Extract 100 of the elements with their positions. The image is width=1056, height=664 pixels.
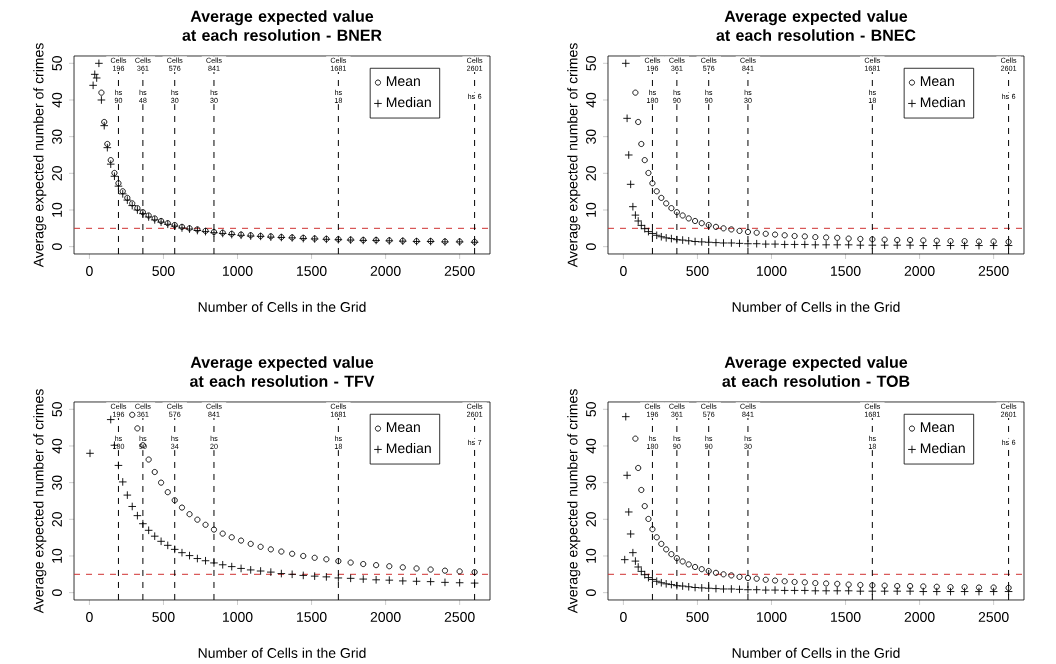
point [770, 585, 780, 595]
point [834, 234, 841, 241]
point [134, 425, 141, 432]
point [678, 581, 687, 591]
point [170, 545, 179, 554]
point [310, 571, 319, 581]
point [658, 540, 665, 547]
point [905, 586, 915, 596]
point [845, 235, 852, 242]
point [631, 556, 640, 566]
point [371, 575, 381, 585]
point [845, 581, 852, 588]
point [869, 236, 876, 243]
point [833, 586, 842, 596]
point [111, 169, 118, 176]
point [856, 240, 865, 250]
point [762, 576, 769, 583]
point [868, 586, 877, 596]
point [753, 575, 760, 582]
point [811, 586, 820, 596]
point [752, 239, 761, 248]
point [238, 537, 245, 544]
point [246, 565, 255, 575]
point [894, 582, 901, 590]
point [278, 548, 285, 555]
point [657, 232, 666, 241]
point [98, 89, 105, 96]
point [780, 240, 789, 249]
point [727, 584, 736, 594]
point [322, 572, 331, 582]
point [727, 238, 736, 248]
point [857, 235, 864, 242]
point [649, 526, 656, 533]
point [811, 240, 820, 250]
point [728, 572, 735, 579]
point [107, 157, 114, 164]
point [933, 237, 940, 244]
point [88, 81, 98, 90]
point [151, 468, 158, 476]
point [413, 565, 420, 572]
point [678, 235, 687, 245]
point [323, 556, 330, 563]
point [657, 578, 666, 587]
point [990, 584, 997, 591]
point [185, 551, 194, 560]
point [821, 240, 831, 250]
point [685, 561, 692, 568]
point [150, 531, 159, 541]
point [441, 567, 449, 574]
point [790, 586, 799, 595]
point [752, 585, 761, 594]
point [471, 569, 478, 576]
point [620, 555, 629, 564]
point [228, 534, 235, 541]
point [720, 225, 727, 232]
point [645, 515, 652, 522]
point [932, 587, 942, 596]
point [335, 558, 342, 565]
point [300, 552, 307, 560]
point [247, 540, 254, 547]
point [164, 489, 171, 496]
point [905, 240, 915, 250]
point [621, 412, 631, 421]
point [398, 576, 408, 586]
point [762, 230, 769, 237]
point [151, 215, 158, 222]
point [267, 546, 274, 553]
point [892, 240, 902, 250]
point [455, 578, 464, 587]
point [712, 223, 720, 230]
chart-title: Average expected value at each resolution - TOB [722, 356, 910, 387]
point [697, 237, 706, 247]
point [833, 240, 842, 250]
point [667, 580, 676, 589]
point [456, 568, 463, 575]
point [645, 169, 652, 176]
point [975, 584, 983, 591]
point [907, 237, 914, 244]
point [975, 238, 983, 245]
point [118, 189, 127, 199]
point [761, 585, 770, 595]
point [626, 529, 635, 539]
point [150, 215, 159, 225]
point [684, 236, 693, 246]
point [668, 205, 675, 212]
point [360, 560, 367, 568]
point [881, 236, 888, 243]
point [719, 584, 728, 594]
point [386, 563, 393, 570]
point [869, 582, 876, 589]
point [129, 200, 136, 207]
point [334, 573, 343, 583]
point [894, 237, 901, 244]
point [236, 564, 246, 573]
point [770, 239, 780, 249]
point [127, 502, 137, 511]
point [881, 582, 888, 589]
point [412, 577, 421, 586]
point [218, 560, 227, 570]
point [144, 212, 153, 222]
